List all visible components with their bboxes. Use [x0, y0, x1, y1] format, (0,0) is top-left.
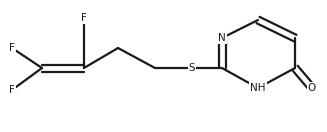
Text: NH: NH: [250, 83, 266, 93]
Text: F: F: [9, 43, 15, 53]
Text: F: F: [81, 13, 87, 23]
Text: S: S: [189, 63, 195, 73]
Text: F: F: [9, 85, 15, 95]
Text: O: O: [308, 83, 316, 93]
Text: N: N: [218, 33, 226, 43]
